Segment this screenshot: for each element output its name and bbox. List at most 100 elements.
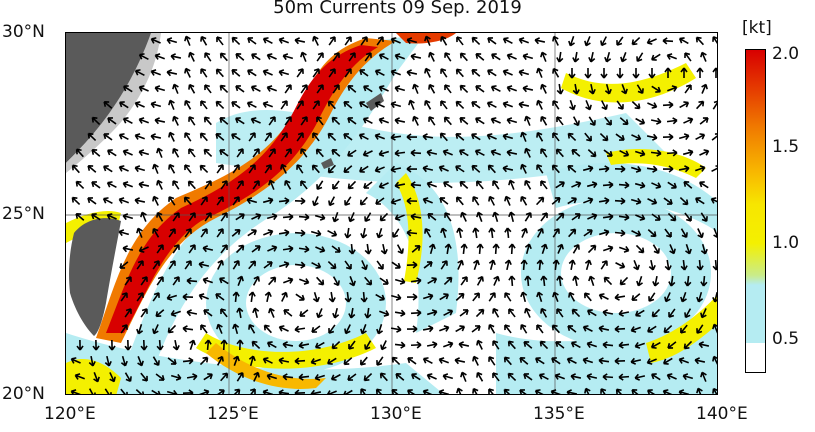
current-vector-arrow xyxy=(442,149,453,156)
current-vector-arrow xyxy=(248,260,257,270)
current-vector-arrow xyxy=(375,293,386,301)
current-vector-arrow xyxy=(87,132,97,142)
current-vector-arrow xyxy=(378,182,389,189)
current-vector-arrow xyxy=(76,339,84,351)
current-vector-arrow xyxy=(278,197,290,205)
current-vector-arrow xyxy=(662,101,674,109)
current-vector-arrow xyxy=(602,181,614,189)
current-vector-arrow xyxy=(91,181,101,189)
current-vector-arrow xyxy=(281,291,288,302)
current-vector-arrow xyxy=(567,325,577,333)
current-vector-arrow xyxy=(104,388,112,394)
current-vector-arrow xyxy=(378,149,390,157)
current-vector-arrow xyxy=(618,373,630,381)
current-vector-arrow xyxy=(200,68,208,78)
current-vector-arrow xyxy=(666,117,678,125)
current-vector-arrow xyxy=(364,340,372,351)
current-vector-arrow xyxy=(71,164,80,174)
current-vector-arrow xyxy=(184,35,191,46)
current-vector-arrow xyxy=(585,100,592,111)
current-vector-arrow xyxy=(204,212,212,222)
current-vector-arrow xyxy=(460,371,467,382)
current-vector-arrow xyxy=(251,213,262,220)
current-vector-arrow xyxy=(376,323,384,335)
current-vector-arrow xyxy=(262,69,273,76)
current-vector-arrow xyxy=(364,276,373,286)
current-vector-arrow xyxy=(188,51,195,62)
current-vector-arrow xyxy=(646,358,657,365)
current-vector-arrow xyxy=(460,243,468,255)
current-vector-arrow xyxy=(554,373,565,380)
current-vector-arrow xyxy=(300,84,308,94)
current-vector-arrow xyxy=(422,293,434,301)
current-vector-arrow xyxy=(167,324,177,334)
current-vector-arrow xyxy=(682,373,694,381)
current-vector-arrow xyxy=(119,101,129,109)
current-vector-arrow xyxy=(440,260,448,270)
current-vector-arrow xyxy=(182,357,194,365)
current-vector-arrow xyxy=(266,341,277,349)
current-vector-arrow xyxy=(167,357,177,365)
current-vector-arrow xyxy=(137,356,144,367)
current-vector-arrow xyxy=(570,373,582,381)
current-vector-arrow xyxy=(556,275,564,287)
current-vector-arrow xyxy=(299,309,309,317)
current-vector-arrow xyxy=(360,324,367,335)
current-vector-arrow xyxy=(535,196,545,206)
current-vector-arrow xyxy=(438,389,450,394)
current-vector-arrow xyxy=(438,165,449,172)
current-vector-arrow xyxy=(508,179,515,190)
current-vector-arrow xyxy=(75,180,85,190)
current-vector-arrow xyxy=(188,148,196,158)
current-vector-arrow xyxy=(311,164,320,174)
current-vector-arrow xyxy=(300,116,308,126)
current-vector-arrow xyxy=(540,212,548,222)
current-vector-arrow xyxy=(584,132,592,142)
current-vector-arrow xyxy=(701,83,708,94)
current-vector-arrow xyxy=(504,292,512,302)
current-vector-arrow xyxy=(586,181,598,189)
current-vector-arrow xyxy=(650,117,662,125)
current-vector-arrow xyxy=(390,37,401,44)
current-vector-arrow xyxy=(488,292,496,302)
current-vector-arrow xyxy=(188,116,196,126)
current-vector-arrow xyxy=(684,84,692,94)
current-vector-arrow xyxy=(106,181,117,189)
current-vector-arrow xyxy=(331,148,341,157)
current-vector-arrow xyxy=(424,67,431,78)
current-vector-arrow xyxy=(630,357,642,365)
current-vector-arrow xyxy=(327,164,337,174)
current-vector-arrow xyxy=(634,181,646,189)
current-vector-arrow xyxy=(439,325,450,332)
current-vector-arrow xyxy=(410,277,422,285)
current-vector-arrow xyxy=(614,293,626,301)
current-vector-arrow xyxy=(394,309,406,317)
current-vector-arrow xyxy=(424,35,431,46)
current-vector-arrow xyxy=(331,340,341,350)
current-vector-arrow xyxy=(182,325,194,333)
current-vector-arrow xyxy=(459,52,468,62)
current-vector-arrow xyxy=(631,100,641,110)
current-vector-arrow xyxy=(521,227,528,238)
current-vector-arrow xyxy=(218,277,229,285)
current-vector-arrow xyxy=(492,243,500,255)
current-vector-arrow xyxy=(188,83,196,94)
current-vector-arrow xyxy=(440,68,448,78)
current-vector-arrow xyxy=(631,293,641,301)
current-vector-arrow xyxy=(278,37,289,44)
current-vector-arrow xyxy=(118,165,129,172)
current-vector-arrow xyxy=(493,275,500,286)
current-vector-arrow xyxy=(232,164,240,174)
current-vector-arrow xyxy=(140,339,148,351)
current-vector-arrow xyxy=(534,389,545,394)
current-vector-arrow xyxy=(328,196,336,207)
current-vector-arrow xyxy=(700,308,707,319)
current-vector-arrow xyxy=(443,181,453,189)
current-vector-arrow xyxy=(363,372,373,382)
current-vector-arrow xyxy=(712,67,717,78)
current-vector-arrow xyxy=(604,116,612,126)
current-vector-arrow xyxy=(502,37,513,45)
current-vector-arrow xyxy=(410,309,422,317)
current-vector-arrow xyxy=(406,229,418,237)
current-vector-arrow xyxy=(583,229,593,237)
